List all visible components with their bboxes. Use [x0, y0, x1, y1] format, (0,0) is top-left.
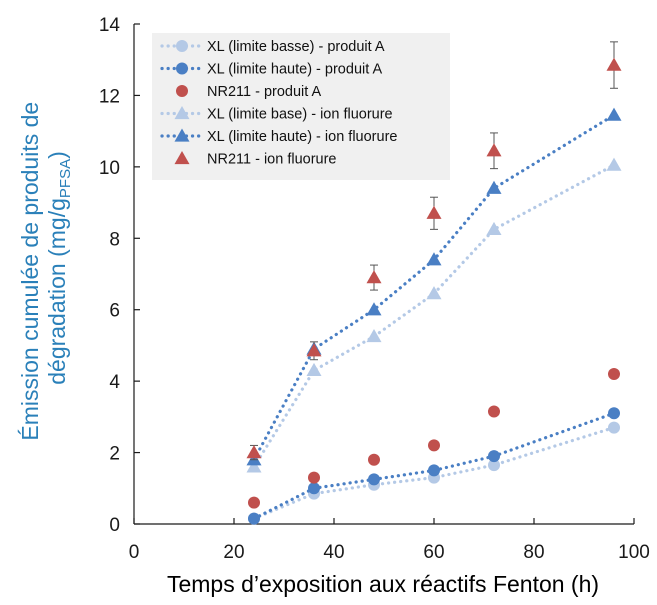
legend-marker — [174, 151, 190, 165]
series-4 — [246, 157, 622, 473]
legend-item: XL (limite haute) - ion fluorure — [160, 128, 397, 145]
legend-label: XL (limite haute) - produit A — [207, 62, 382, 78]
data-point — [486, 221, 502, 235]
data-point — [428, 439, 440, 452]
plot-area — [246, 41, 622, 525]
data-point — [248, 496, 260, 509]
legend-item: XL (limite base) - ion fluorure — [160, 106, 393, 123]
legend-marker — [176, 40, 188, 52]
data-point — [428, 464, 440, 477]
data-point — [246, 459, 262, 473]
data-point — [308, 482, 320, 495]
series-3 — [248, 368, 620, 509]
data-point — [306, 343, 322, 357]
legend-label: XL (limite base) - ion fluorure — [207, 107, 393, 123]
y-tick-label: 0 — [109, 515, 120, 536]
legend-marker — [174, 106, 190, 120]
data-point — [426, 286, 442, 300]
legend-box — [152, 33, 450, 180]
x-tick-label: 20 — [223, 542, 244, 563]
data-point — [488, 450, 500, 463]
legend-item: XL (limite basse) - produit A — [160, 39, 385, 55]
legend-label: NR211 - ion fluorure — [207, 152, 337, 168]
legend-item: NR211 - ion fluorure — [174, 151, 337, 168]
legend-item: NR211 - produit A — [176, 84, 322, 100]
y-tick-label: 6 — [109, 301, 120, 322]
series-line — [252, 411, 616, 521]
legend-label: NR211 - produit A — [207, 84, 322, 100]
data-point — [606, 107, 622, 121]
y-tick-label: 14 — [99, 15, 121, 36]
y-axis-title: Émission cumulée de produits de dégradat… — [17, 95, 74, 440]
x-tick-label: 60 — [423, 542, 444, 563]
data-point — [306, 362, 322, 377]
legend-label: XL (limite haute) - ion fluorure — [207, 129, 397, 145]
series-line — [252, 113, 616, 462]
data-point — [608, 421, 620, 434]
x-axis-title: Temps d’exposition aux réactifs Fenton (… — [167, 571, 599, 597]
series-2 — [248, 407, 620, 525]
x-tick-label: 0 — [129, 542, 140, 563]
series-6 — [246, 41, 622, 461]
data-point — [366, 302, 382, 316]
x-tick-label: 80 — [523, 542, 544, 563]
data-point — [488, 459, 500, 472]
data-point — [368, 453, 380, 466]
series-line — [252, 163, 616, 469]
legend-marker — [176, 62, 188, 75]
data-point — [488, 405, 500, 418]
y-tick-label: 12 — [99, 86, 120, 107]
data-point — [368, 473, 380, 486]
data-point — [486, 143, 502, 157]
y-tick-label: 8 — [109, 229, 120, 250]
y-tick-label: 2 — [109, 444, 120, 465]
legend-marker — [176, 85, 188, 97]
data-point — [426, 252, 442, 266]
legend-marker — [174, 128, 190, 142]
legend: XL (limite basse) - produit A XL (limite … — [152, 33, 450, 180]
data-point — [608, 368, 620, 380]
legend-item: XL (limite haute) - produit A — [160, 62, 382, 78]
data-point — [608, 407, 620, 420]
x-tick-label: 100 — [618, 542, 650, 563]
data-point — [606, 57, 622, 71]
data-point — [606, 157, 622, 171]
data-point — [308, 471, 320, 484]
x-tick-label: 40 — [323, 542, 344, 563]
data-point — [246, 445, 262, 459]
data-point — [366, 329, 382, 343]
data-point — [248, 512, 260, 525]
data-point — [366, 270, 382, 284]
axes: 0 2 4 6 8 10 12 14 0 20 40 60 80 100 — [99, 15, 650, 563]
y-tick-label: 10 — [99, 158, 120, 179]
data-point — [486, 180, 502, 194]
legend-label: XL (limite basse) - produit A — [207, 39, 385, 55]
series-line — [252, 425, 616, 521]
data-point — [426, 205, 442, 219]
y-tick-label: 4 — [109, 372, 120, 393]
